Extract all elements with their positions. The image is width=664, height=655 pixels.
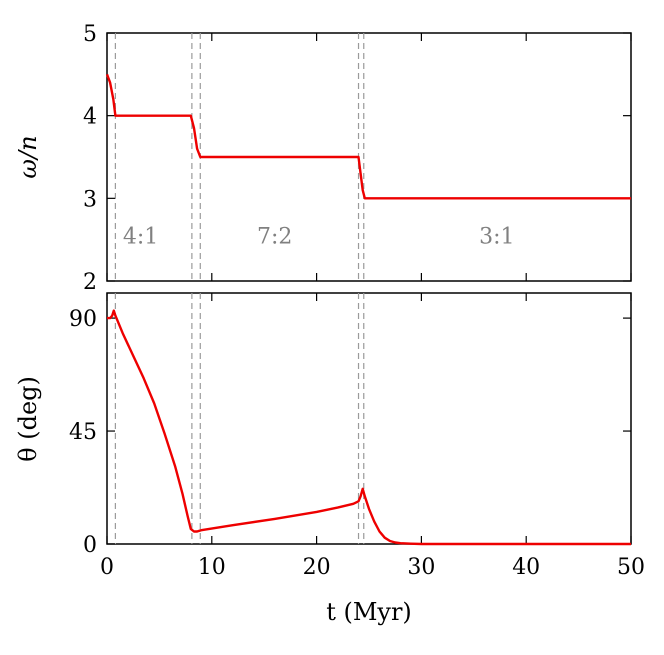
- top-ytick-label-0: 2: [83, 270, 97, 295]
- top-region-labels: 4:1 7:2 3:1: [123, 225, 515, 250]
- bottom-ytick-label-1: 45: [69, 420, 97, 445]
- top-ytick-label-1: 3: [83, 187, 97, 212]
- bottom-ytick-label-2: 90: [69, 307, 97, 332]
- top-plot-frame: [106, 32, 632, 282]
- bottom-y-axis-label: θ (deg): [14, 376, 42, 462]
- bottom-series-line: [107, 309, 631, 546]
- bottom-xtick-label-2: 20: [303, 555, 331, 580]
- bottom-xtick-label-1: 10: [198, 555, 226, 580]
- top-region-label-1: 7:2: [257, 225, 292, 250]
- top-region-label-2: 3:1: [479, 225, 514, 250]
- top-ytick-label-2: 4: [83, 105, 97, 130]
- bottom-resonance-boundaries: [114, 293, 365, 544]
- top-y-ticks: 2 3 4 5: [83, 22, 632, 295]
- bottom-xtick-label-5: 50: [617, 555, 645, 580]
- bottom-axis-ticks: 0 45 90 0 10 20 30 40 50: [69, 293, 645, 580]
- bottom-xtick-label-4: 40: [512, 555, 540, 580]
- x-axis-label: t (Myr): [326, 598, 412, 626]
- top-region-label-0: 4:1: [123, 225, 158, 250]
- top-ytick-label-3: 5: [83, 22, 97, 47]
- bottom-xtick-label-3: 30: [407, 555, 435, 580]
- top-series-line: [105, 73, 631, 200]
- bottom-xtick-label-0: 0: [100, 555, 114, 580]
- bottom-panel: 0 45 90 0 10 20 30 40 50 θ (deg) t (Myr): [14, 292, 645, 626]
- top-y-axis-label: ω/n: [14, 135, 42, 178]
- bottom-ytick-label-0: 0: [83, 533, 97, 558]
- top-panel: 2 3 4 5 4:1 7:2 3:1 ω/n: [14, 22, 632, 295]
- bottom-plot-frame: [106, 292, 632, 545]
